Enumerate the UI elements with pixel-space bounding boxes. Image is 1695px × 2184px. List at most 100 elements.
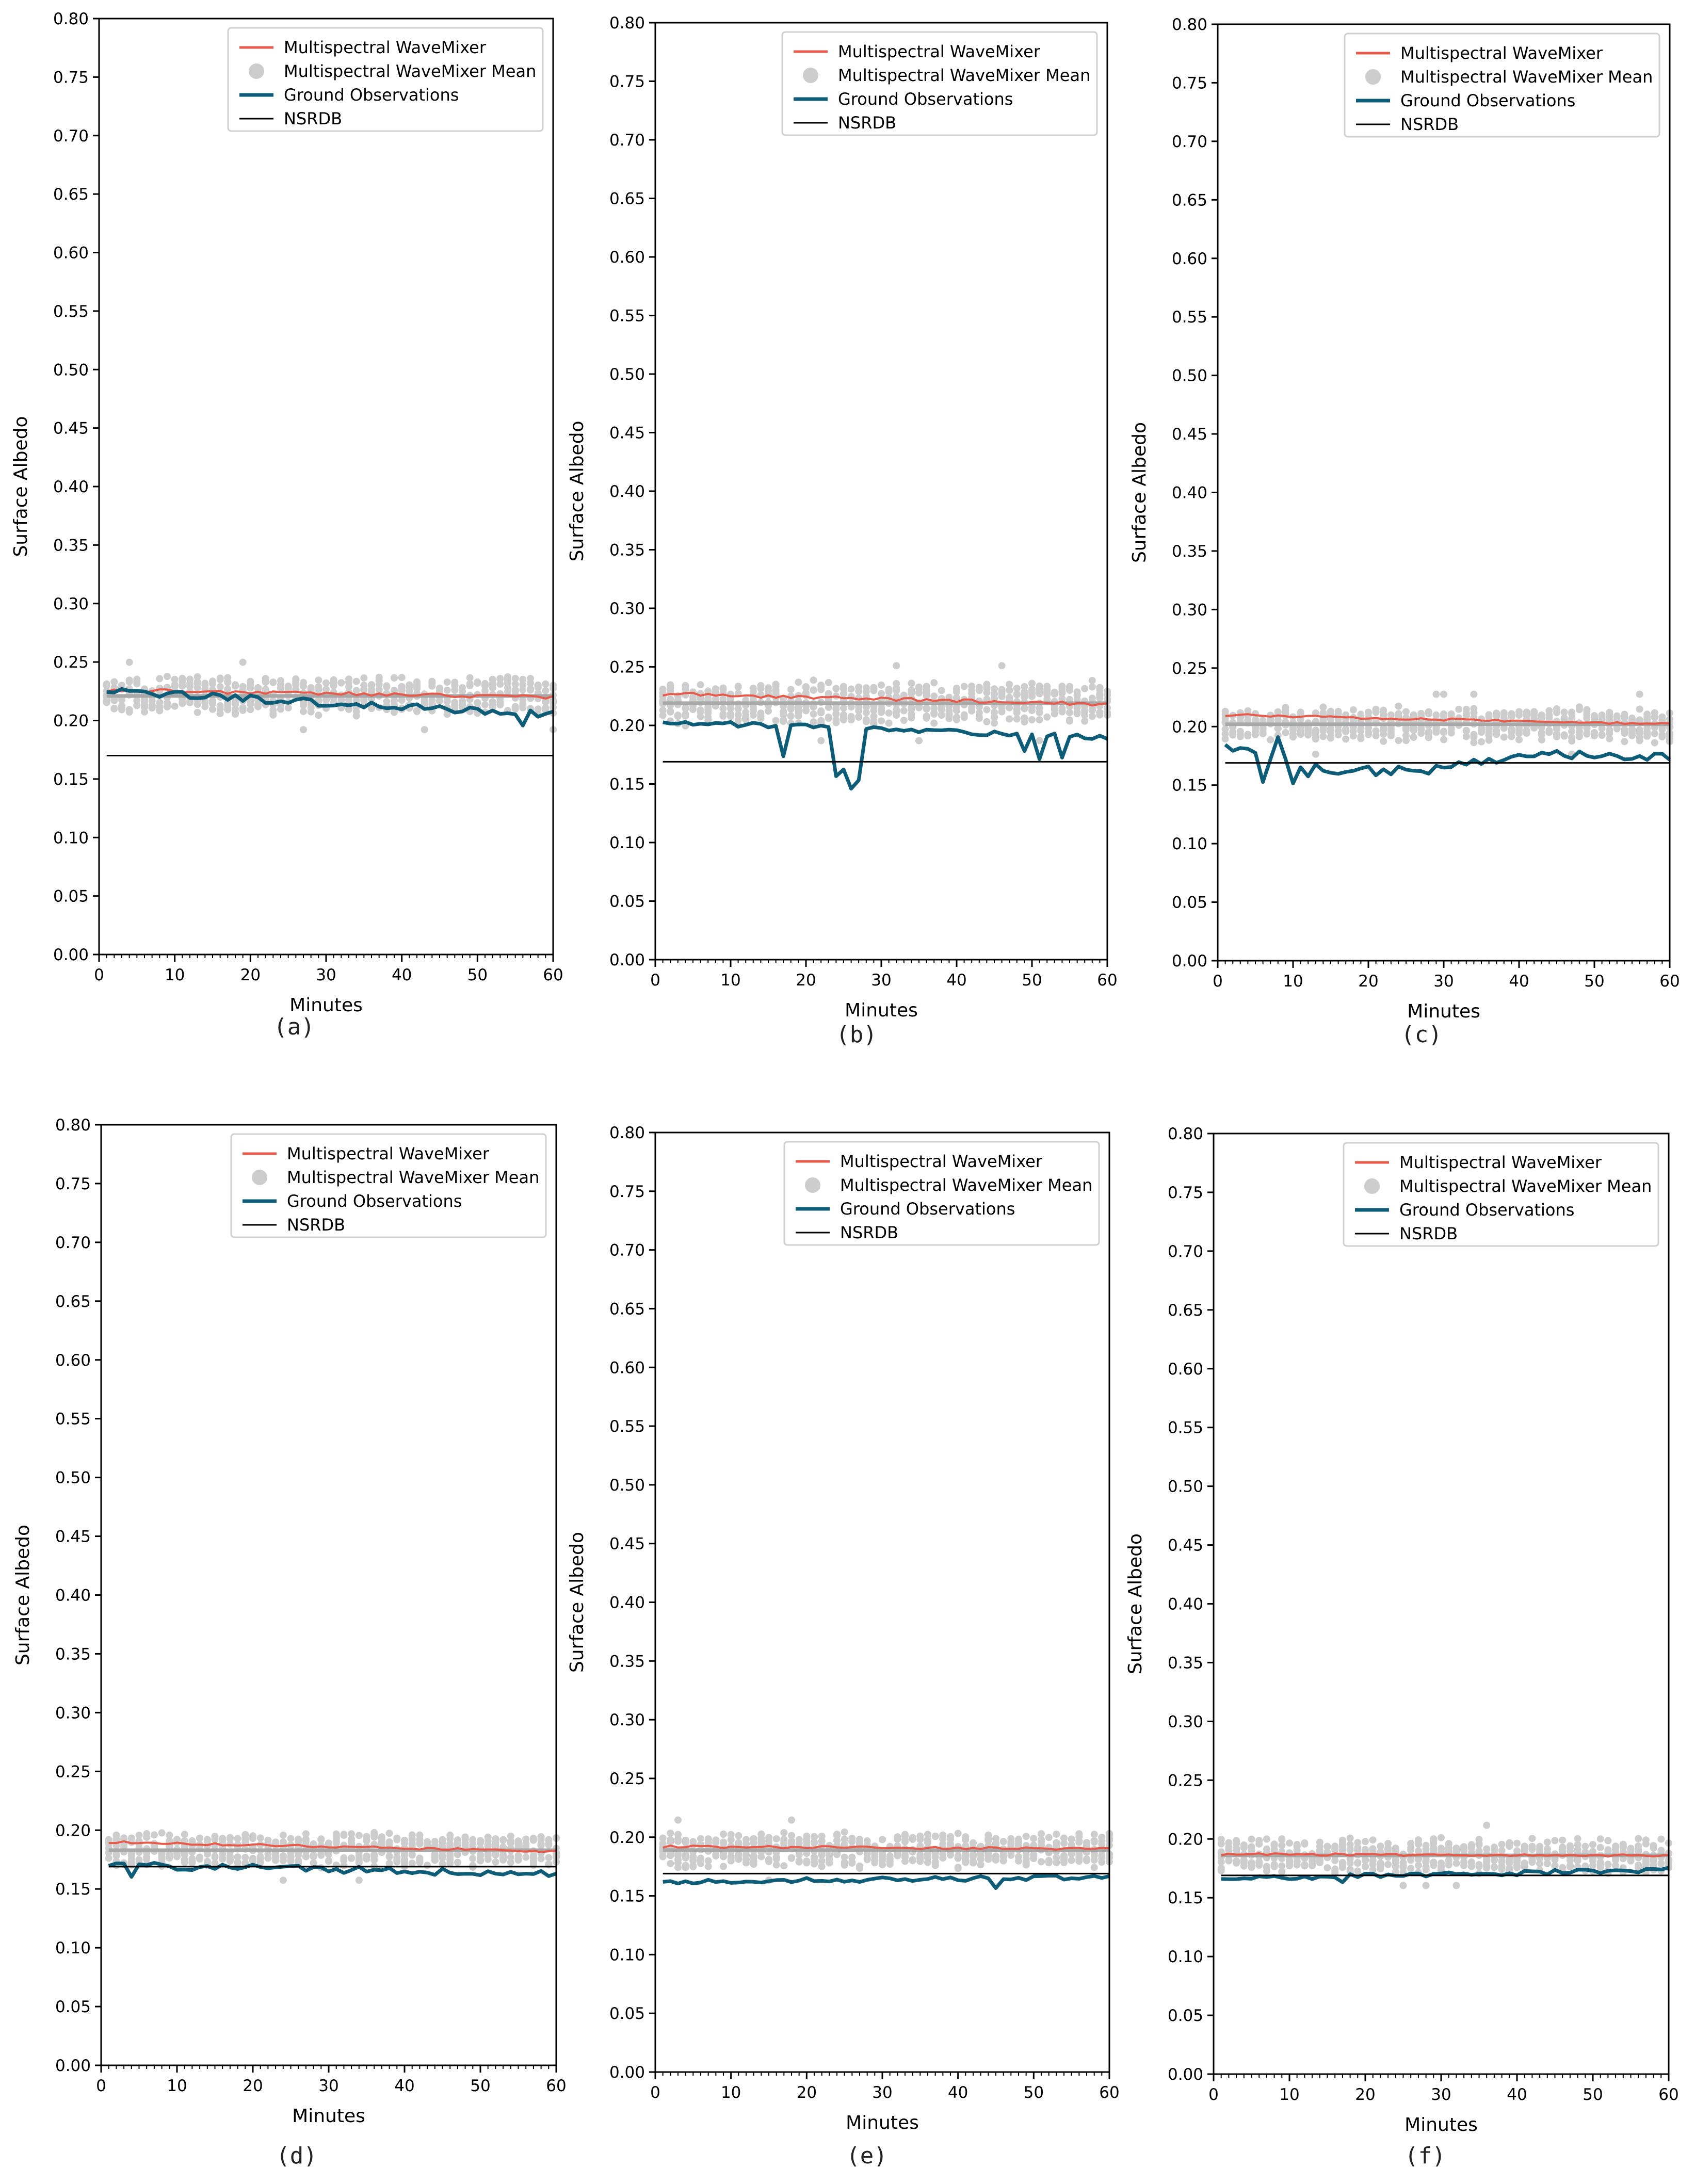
wavemixer-line xyxy=(1225,713,1670,725)
scatter-point xyxy=(1493,713,1500,720)
y-tick-label: 0.00 xyxy=(55,2057,91,2075)
scatter-point xyxy=(234,1835,241,1842)
scatter-point xyxy=(939,1854,947,1862)
legend-entry-wavemixer-label: Multispectral WaveMixer xyxy=(1399,1153,1602,1172)
scatter-point xyxy=(1274,725,1282,733)
scatter-point xyxy=(840,685,847,692)
y-tick-label: 0.20 xyxy=(53,712,89,731)
legend-entry-ground-label: Ground Observations xyxy=(838,89,1013,109)
scatter-point xyxy=(1090,1831,1098,1838)
scatter-point xyxy=(125,676,133,684)
scatter-point xyxy=(1566,1863,1574,1870)
scatter-point xyxy=(841,1836,848,1843)
scatter-point xyxy=(930,719,938,727)
scatter-point xyxy=(234,1858,241,1866)
scatter-point xyxy=(1252,716,1259,723)
y-tick-label: 0.70 xyxy=(609,1241,645,1260)
scatter-point xyxy=(719,684,727,692)
scatter-point xyxy=(855,683,863,691)
scatter-point xyxy=(1559,1844,1567,1852)
scatter-point xyxy=(1096,694,1104,702)
scatter-point xyxy=(1402,737,1410,745)
scatter-point xyxy=(272,1856,280,1864)
scatter-point xyxy=(1263,1845,1270,1853)
scatter-point xyxy=(474,680,481,687)
scatter-point xyxy=(1362,1863,1369,1870)
scatter-point xyxy=(413,678,421,686)
scatter-point xyxy=(1225,1856,1233,1864)
scatter-point xyxy=(1559,1864,1567,1871)
scatter-point xyxy=(277,705,284,713)
scatter-point xyxy=(817,717,825,724)
y-tick-label: 0.25 xyxy=(53,653,89,672)
scatter-point xyxy=(960,683,968,690)
scatter-point xyxy=(428,680,436,687)
scatter-point xyxy=(682,1839,689,1847)
y-tick-label: 0.65 xyxy=(55,1292,91,1311)
scatter-point xyxy=(234,1853,241,1861)
scatter-point xyxy=(446,1856,454,1864)
panel-caption: (c) xyxy=(1401,1022,1442,1048)
scatter-point xyxy=(954,1854,962,1862)
scatter-point xyxy=(953,684,960,692)
scatter-point xyxy=(1045,1834,1053,1841)
scatter-point xyxy=(519,686,527,693)
scatter-point xyxy=(862,688,870,695)
y-tick-label: 0.70 xyxy=(609,131,645,150)
scatter-point xyxy=(262,675,269,683)
scatter-point xyxy=(150,1831,158,1839)
y-tick-label: 0.05 xyxy=(55,1998,91,2016)
scatter-point xyxy=(795,704,802,711)
scatter-point xyxy=(939,1835,947,1843)
scatter-point xyxy=(977,1861,984,1869)
scatter-point xyxy=(1392,1863,1399,1870)
scatter-point xyxy=(507,1858,514,1866)
scatter-point xyxy=(1515,736,1523,743)
scatter-point xyxy=(1301,1862,1309,1870)
y-tick-label: 0.75 xyxy=(55,1175,91,1193)
scatter-point xyxy=(704,709,712,717)
scatter-point xyxy=(1485,713,1493,721)
scatter-point xyxy=(443,698,451,705)
scatter-point xyxy=(391,674,398,682)
scatter-point xyxy=(1369,1836,1377,1844)
ground-observations-line xyxy=(106,687,554,727)
scatter-point xyxy=(529,1836,537,1844)
x-tick-label: 20 xyxy=(797,2083,817,2102)
scatter-point xyxy=(1338,1858,1346,1866)
legend-entry-mean-swatch xyxy=(805,1177,820,1193)
scatter-point xyxy=(1596,1864,1604,1871)
scatter-point xyxy=(135,1832,143,1839)
scatter-point xyxy=(765,707,772,715)
scatter-point xyxy=(1384,1861,1392,1868)
scatter-point xyxy=(537,1840,545,1848)
scatter-point xyxy=(1596,1835,1604,1843)
y-tick-label: 0.05 xyxy=(1168,2007,1203,2025)
scatter-point xyxy=(511,703,519,710)
scatter-point xyxy=(398,674,406,682)
scatter-point xyxy=(1553,705,1560,713)
scatter-point xyxy=(1372,705,1380,713)
scatter-point xyxy=(279,1876,287,1884)
scatter-point xyxy=(704,1863,712,1870)
scatter-point xyxy=(391,697,398,705)
y-tick-label: 0.30 xyxy=(53,595,89,613)
x-tick-label: 30 xyxy=(872,2083,892,2102)
y-tick-label: 0.30 xyxy=(1168,1712,1203,1731)
scatter-point xyxy=(788,1832,795,1839)
scatter-point xyxy=(188,1837,196,1845)
y-tick-label: 0.80 xyxy=(1172,15,1207,34)
y-tick-label: 0.60 xyxy=(1168,1360,1203,1379)
chart-panel-f: 0.00 0.05 0.10 0.15 0.20 0.25 0.30 0.35 0.40 0.45… xyxy=(1125,1125,1679,2169)
y-tick-label: 0.40 xyxy=(53,478,89,496)
scatter-point xyxy=(385,1841,393,1849)
scatter-point xyxy=(1417,730,1425,737)
scatter-point xyxy=(484,1842,492,1850)
y-tick-label: 0.45 xyxy=(53,419,89,438)
legend-box xyxy=(227,27,544,132)
scatter-point xyxy=(1066,684,1073,691)
scatter-point xyxy=(1591,715,1598,723)
scatter-point xyxy=(398,687,406,694)
ground-observations-line xyxy=(1221,1866,1669,1884)
scatter-point xyxy=(1470,705,1478,713)
